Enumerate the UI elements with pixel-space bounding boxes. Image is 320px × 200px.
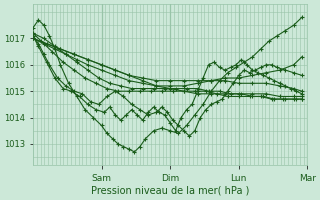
X-axis label: Pression niveau de la mer( hPa ): Pression niveau de la mer( hPa ) xyxy=(91,186,249,196)
